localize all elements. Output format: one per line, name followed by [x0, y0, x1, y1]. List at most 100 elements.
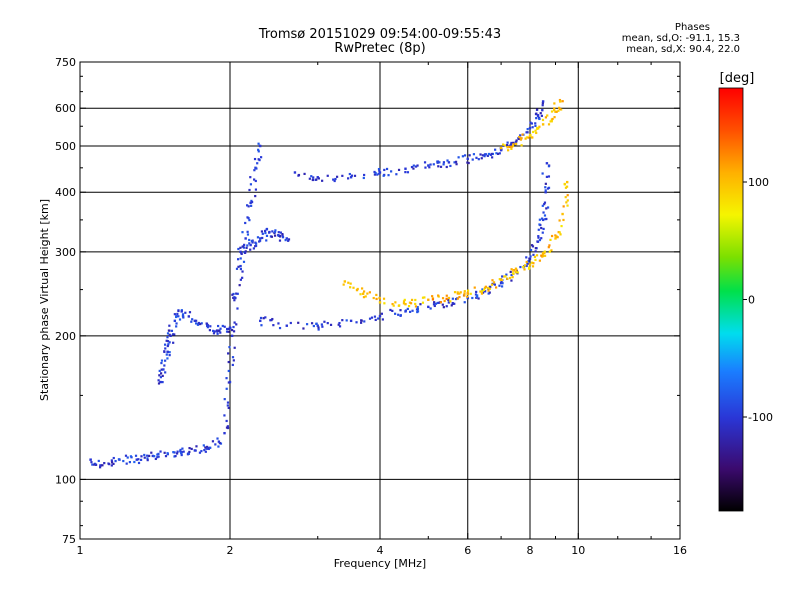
data-point: [487, 152, 491, 156]
data-point: [213, 330, 216, 333]
data-point: [231, 293, 234, 296]
data-point: [160, 368, 163, 371]
data-point: [483, 155, 486, 158]
data-point: [103, 461, 106, 465]
data-point: [496, 152, 500, 156]
data-point: [431, 298, 435, 301]
data-point: [528, 263, 532, 266]
data-point: [520, 137, 523, 140]
data-point: [449, 300, 452, 303]
data-point: [545, 207, 548, 210]
data-point: [231, 356, 235, 359]
data-point: [454, 160, 458, 163]
data-point: [521, 133, 524, 136]
data-point: [447, 296, 451, 300]
data-point: [285, 237, 288, 240]
x-tick-label: 6: [464, 544, 471, 557]
data-point: [456, 292, 459, 295]
data-point: [253, 178, 256, 181]
data-point: [566, 194, 569, 197]
data-point: [530, 136, 534, 139]
data-point: [553, 107, 556, 110]
data-point: [515, 139, 518, 142]
data-point: [429, 307, 432, 310]
phase-stats: Phases mean, sd,O: -91.1, 15.3 mean, sd,…: [600, 22, 740, 55]
data-point: [173, 333, 176, 336]
data-point: [516, 271, 519, 274]
data-point: [249, 243, 252, 247]
data-point: [491, 279, 494, 282]
data-point: [477, 158, 480, 161]
data-point: [259, 237, 262, 240]
data-point: [270, 318, 273, 322]
data-point: [540, 254, 543, 257]
data-point: [441, 303, 444, 306]
data-point: [323, 320, 326, 323]
data-point: [445, 165, 448, 169]
data-point: [562, 218, 565, 222]
data-point: [447, 298, 450, 301]
data-point: [373, 173, 376, 176]
data-point: [493, 283, 496, 286]
data-point: [166, 350, 169, 354]
data-point: [190, 320, 193, 323]
data-point: [375, 297, 378, 301]
data-point: [561, 100, 564, 103]
data-point: [543, 203, 546, 206]
data-point: [395, 173, 398, 176]
data-point: [469, 292, 472, 295]
data-point: [466, 289, 470, 292]
data-point: [227, 330, 230, 333]
data-point: [437, 165, 440, 168]
data-point: [235, 323, 238, 326]
data-point: [175, 315, 178, 319]
data-point: [546, 187, 550, 190]
data-point: [554, 237, 557, 240]
data-point: [253, 157, 257, 161]
data-point: [512, 141, 515, 144]
data-point: [345, 319, 348, 322]
data-point: [244, 237, 247, 240]
data-point: [228, 380, 232, 384]
data-point: [494, 148, 497, 151]
data-point: [164, 347, 167, 350]
data-point: [350, 174, 354, 177]
data-point: [180, 310, 183, 313]
data-point: [421, 301, 425, 304]
data-point: [541, 217, 544, 220]
data-point: [553, 102, 556, 105]
data-point: [259, 239, 262, 242]
data-point: [253, 169, 256, 172]
data-point: [202, 444, 205, 447]
data-point: [227, 360, 230, 364]
data-point: [182, 450, 185, 453]
data-point: [217, 445, 220, 448]
data-point: [212, 332, 216, 335]
data-point: [541, 100, 545, 103]
data-point: [161, 380, 164, 384]
data-point: [269, 319, 272, 322]
data-point: [525, 256, 528, 259]
data-point: [525, 264, 528, 268]
data-point: [433, 301, 436, 304]
data-point: [243, 243, 246, 246]
x-tick-label: 2: [227, 544, 234, 557]
data-point: [348, 172, 351, 176]
data-point: [525, 131, 528, 134]
data-point: [199, 322, 202, 326]
data-point: [166, 340, 170, 343]
data-point: [205, 447, 209, 450]
data-point: [363, 320, 366, 323]
data-point: [541, 218, 545, 222]
data-point: [157, 455, 160, 458]
data-point: [526, 128, 529, 131]
data-point: [305, 323, 309, 326]
data-point: [195, 445, 198, 448]
data-point: [232, 330, 236, 333]
data-point: [540, 114, 543, 117]
data-point: [226, 404, 229, 407]
data-point: [541, 108, 544, 112]
data-point: [479, 153, 482, 156]
data-point: [225, 330, 229, 333]
data-point: [197, 321, 200, 325]
